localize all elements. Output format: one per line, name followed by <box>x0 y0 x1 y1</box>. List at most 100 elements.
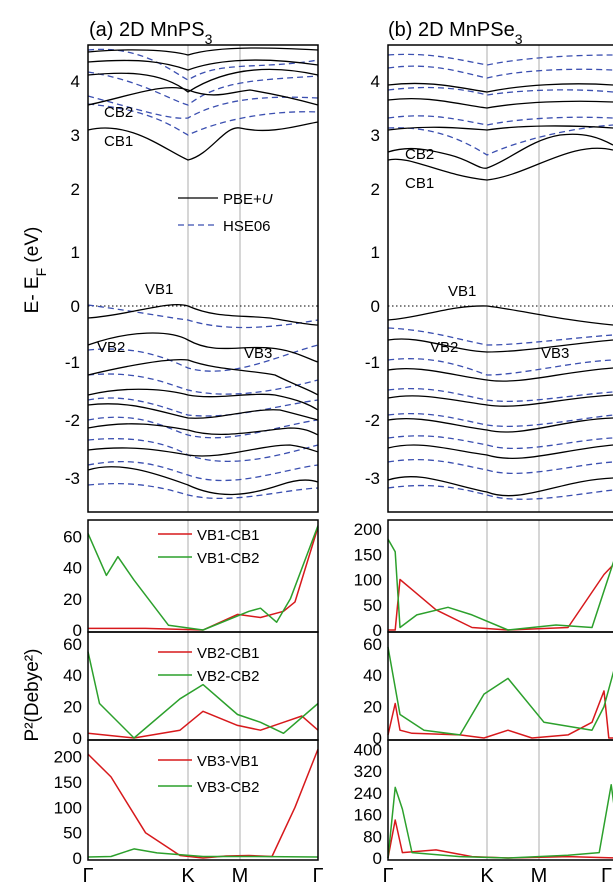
band-label-cb1: CB1 <box>104 133 133 150</box>
ytick: 100 <box>354 571 382 590</box>
band-panel-b-frame <box>387 44 613 513</box>
kpoint-label: K <box>181 865 195 886</box>
ytick: 60 <box>363 635 382 654</box>
ytick: 20 <box>63 698 82 717</box>
series-line-vb1-cb2 <box>387 538 613 631</box>
p2-panel-frame <box>387 631 613 741</box>
ytick: 0 <box>371 297 380 316</box>
pbe-bands <box>387 82 613 497</box>
ytick: 80 <box>363 827 382 846</box>
ytick: -2 <box>65 411 80 430</box>
ytick: 1 <box>71 243 80 262</box>
ytick: 400 <box>354 740 382 759</box>
ytick: 2 <box>71 180 80 199</box>
legend-label: VB2-CB1 <box>197 645 260 662</box>
p2-panel-b-p2: 0 20 40 60 <box>363 631 613 748</box>
p2-panel-b-p1: 0 50 100 150 200 <box>354 519 613 640</box>
kpoint-label: Γ <box>601 865 612 886</box>
ytick: 2 <box>371 180 380 199</box>
kpoint-label: Γ <box>312 865 323 886</box>
p2-legends: VB1-CB1 VB1-CB2 VB2-CB1 VB2-CB2 VB3-VB1 … <box>158 527 260 796</box>
band-label-vb2: VB2 <box>430 339 458 356</box>
series-line-vb3-vb1 <box>387 819 613 859</box>
p2-panels: 0204060020406005010015020005010015020002… <box>54 519 613 868</box>
ytick: 60 <box>63 635 82 654</box>
ytick: -3 <box>65 469 80 488</box>
ytick: 0 <box>373 621 382 640</box>
ytick: 4 <box>371 72 380 91</box>
ytick: 150 <box>354 545 382 564</box>
kpoint-label: M <box>531 865 548 886</box>
panel-a-title: (a) 2D MnPS3 <box>89 19 213 47</box>
p2-panel-frame <box>387 519 613 633</box>
ytick: 240 <box>354 784 382 803</box>
ytick: 200 <box>54 748 82 767</box>
series-line-vb3-cb2 <box>87 848 319 858</box>
kpoint-label: K <box>480 865 494 886</box>
series-line-vb2-cb1 <box>387 690 613 739</box>
p2-y-axis-label: P²(Debye²) <box>22 649 43 742</box>
series-line-vb1-cb1 <box>388 563 613 631</box>
legend-label: VB2-CB2 <box>197 668 260 685</box>
band-label-vb1: VB1 <box>145 281 173 298</box>
series-line-vb2-cb2 <box>87 651 319 739</box>
band-label-cb2: CB2 <box>405 146 434 163</box>
band-y-axis-label: E- EF (eV) <box>22 227 49 314</box>
p2-panel-frame <box>87 739 319 861</box>
ytick: 60 <box>63 528 82 547</box>
ytick: 0 <box>73 621 82 640</box>
band-label-cb1: CB1 <box>405 175 434 192</box>
band-b-yticks: 4 3 2 1 0 -1 -2 -3 <box>365 72 380 488</box>
legend-hse-label: HSE06 <box>223 218 271 235</box>
band-label-vb1: VB1 <box>448 283 476 300</box>
band-panel-a-frame <box>87 44 319 513</box>
band-label-vb3: VB3 <box>541 345 569 362</box>
p2-panel-frame <box>387 739 613 861</box>
ytick: -1 <box>65 353 80 372</box>
ytick: 0 <box>73 729 82 748</box>
ytick: 50 <box>63 824 82 843</box>
ytick: 150 <box>54 773 82 792</box>
kpoint-label: Γ <box>382 865 393 886</box>
legend-pbe-label: PBE+U <box>223 191 273 208</box>
legend-label: VB3-CB2 <box>197 779 260 796</box>
ytick: 4 <box>71 72 80 91</box>
ytick: 40 <box>63 666 82 685</box>
ytick: 1 <box>371 243 380 262</box>
ytick: 100 <box>54 798 82 817</box>
ytick: 0 <box>71 297 80 316</box>
ytick: 200 <box>354 520 382 539</box>
band-label-cb2: CB2 <box>104 104 133 121</box>
ytick: 0 <box>373 849 382 868</box>
legend-label: VB3-VB1 <box>197 753 259 770</box>
ytick: 50 <box>363 596 382 615</box>
ytick: -2 <box>365 411 380 430</box>
ytick: 320 <box>354 762 382 781</box>
p2-panel-a-p2: 0 20 40 60 <box>63 631 319 748</box>
ytick: -3 <box>365 469 380 488</box>
band-label-vb2: VB2 <box>97 339 125 356</box>
ytick: 0 <box>73 849 82 868</box>
series-line-vb2-cb1 <box>87 710 319 739</box>
ytick: 40 <box>63 559 82 578</box>
pbe-bands <box>87 47 319 496</box>
ytick: -1 <box>365 353 380 372</box>
series-line-vb3-cb2 <box>387 783 613 859</box>
band-panel-a: 4 3 2 1 0 -1 -2 -3 CB2 CB1 VB1 VB2 VB3 P… <box>65 44 319 513</box>
ytick: 20 <box>363 698 382 717</box>
hse-bands <box>387 53 613 500</box>
kpoint-label: M <box>232 865 249 886</box>
legend-label: VB1-CB1 <box>197 527 260 544</box>
ytick: 40 <box>363 666 382 685</box>
legend-label: VB1-CB2 <box>197 550 260 567</box>
p2-panel-a-p1: 0 20 40 60 <box>63 519 319 640</box>
ytick: 20 <box>63 590 82 609</box>
p2-panel-a-p3: 0 50 100 150 200 <box>54 739 319 868</box>
band-legend: PBE+U HSE06 <box>178 191 273 235</box>
band-panel-b: 4 3 2 1 0 -1 -2 -3 CB2 CB1 VB1 VB2 VB3 <box>365 44 613 513</box>
ytick: 3 <box>71 126 80 145</box>
series-line-vb1-cb1 <box>88 526 319 631</box>
ytick: 3 <box>371 126 380 145</box>
band-a-yticks: 4 3 2 1 0 -1 -2 -3 <box>65 72 80 488</box>
